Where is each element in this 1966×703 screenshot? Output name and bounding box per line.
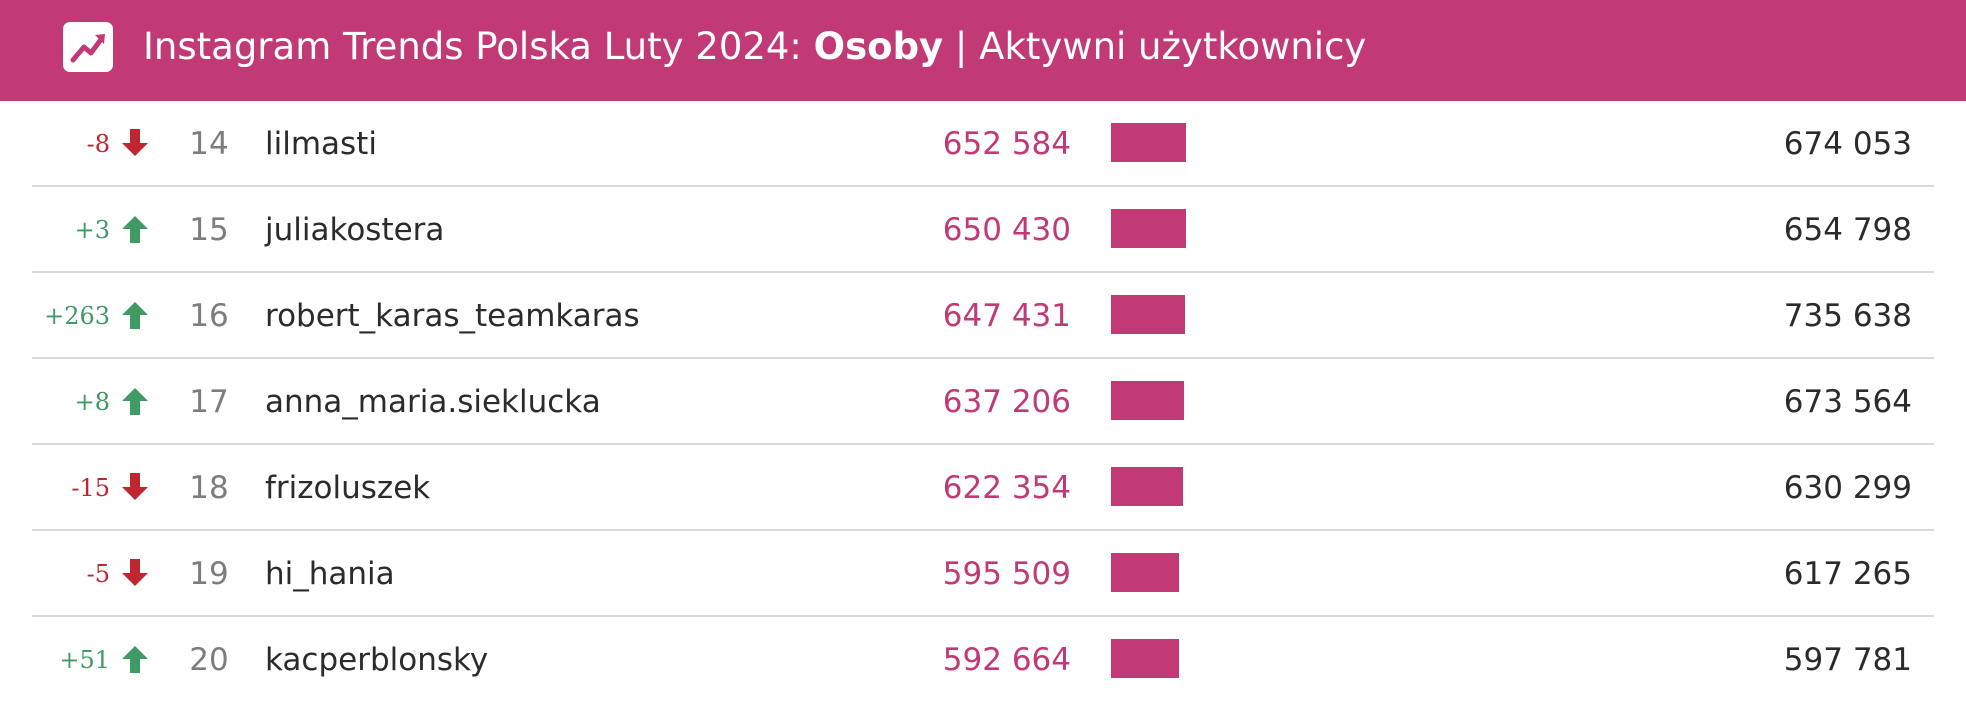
total-followers-value: 674 053 <box>1783 126 1912 162</box>
table-row[interactable]: -8 14 lilmasti 652 584 674 053 <box>0 101 1966 187</box>
rank-change: -5 <box>86 560 110 588</box>
active-users-bar <box>1111 467 1183 506</box>
row-divider <box>32 271 1934 273</box>
account-name[interactable]: juliakostera <box>265 212 445 248</box>
active-users-value: 622 354 <box>942 470 1071 506</box>
arrow-up-icon <box>120 214 150 244</box>
active-users-bar <box>1111 553 1179 592</box>
active-users-bar <box>1111 295 1185 334</box>
arrow-down-icon <box>120 128 150 158</box>
account-name[interactable]: robert_karas_teamkaras <box>265 298 640 334</box>
total-followers-value: 735 638 <box>1783 298 1912 334</box>
rank-number: 18 <box>189 470 229 506</box>
table-row[interactable]: -15 18 frizoluszek 622 354 630 299 <box>0 445 1966 531</box>
trending-up-icon <box>63 22 113 72</box>
rank-change: +263 <box>44 302 110 330</box>
active-users-value: 592 664 <box>942 642 1071 678</box>
active-users-value: 650 430 <box>942 212 1071 248</box>
rank-number: 20 <box>189 642 229 678</box>
table-row[interactable]: +8 17 anna_maria.sieklucka 637 206 673 564 <box>0 359 1966 445</box>
active-users-value: 637 206 <box>942 384 1071 420</box>
active-users-value: 595 509 <box>942 556 1071 592</box>
active-users-value: 652 584 <box>942 126 1071 162</box>
total-followers-value: 630 299 <box>1783 470 1912 506</box>
row-divider <box>32 357 1934 359</box>
active-users-bar <box>1111 123 1186 162</box>
total-followers-value: 654 798 <box>1783 212 1912 248</box>
rank-number: 16 <box>189 298 229 334</box>
active-users-bar <box>1111 639 1179 678</box>
rank-number: 19 <box>189 556 229 592</box>
account-name[interactable]: hi_hania <box>265 556 395 592</box>
rank-change: +3 <box>74 216 110 244</box>
account-name[interactable]: frizoluszek <box>265 470 431 506</box>
active-users-value: 647 431 <box>942 298 1071 334</box>
table-row[interactable]: +3 15 juliakostera 650 430 654 798 <box>0 187 1966 273</box>
active-users-bar <box>1111 381 1184 420</box>
rank-change: +51 <box>59 646 110 674</box>
rank-number: 17 <box>189 384 229 420</box>
arrow-down-icon <box>120 472 150 502</box>
active-users-bar <box>1111 209 1186 248</box>
row-divider <box>32 185 1934 187</box>
row-divider <box>32 529 1934 531</box>
total-followers-value: 597 781 <box>1783 642 1912 678</box>
total-followers-value: 673 564 <box>1783 384 1912 420</box>
account-name[interactable]: anna_maria.sieklucka <box>265 384 601 420</box>
title-prefix: Instagram Trends Polska Luty 2024: <box>143 25 814 68</box>
arrow-up-icon <box>120 300 150 330</box>
table-row[interactable]: +263 16 robert_karas_teamkaras 647 431 735 6… <box>0 273 1966 359</box>
rank-number: 14 <box>189 126 229 162</box>
row-divider <box>32 443 1934 445</box>
page-title: Instagram Trends Polska Luty 2024: Osoby… <box>143 22 1366 72</box>
account-name[interactable]: lilmasti <box>265 126 377 162</box>
arrow-up-icon <box>120 386 150 416</box>
rank-number: 15 <box>189 212 229 248</box>
header-bar: Instagram Trends Polska Luty 2024: Osoby… <box>0 0 1966 101</box>
title-category: Osoby <box>813 25 944 68</box>
arrow-down-icon <box>120 558 150 588</box>
account-name[interactable]: kacperblonsky <box>265 642 489 678</box>
rank-change: -15 <box>71 474 110 502</box>
row-divider <box>32 615 1934 617</box>
title-suffix: | Aktywni użytkownicy <box>943 25 1367 68</box>
rank-change: +8 <box>74 388 110 416</box>
table-row[interactable]: +51 20 kacperblonsky 592 664 597 781 <box>0 617 1966 703</box>
ranking-table: -8 14 lilmasti 652 584 674 053 +3 15 juliakoste… <box>0 101 1966 703</box>
table-row[interactable]: -5 19 hi_hania 595 509 617 265 <box>0 531 1966 617</box>
rank-change: -8 <box>86 130 110 158</box>
total-followers-value: 617 265 <box>1783 556 1912 592</box>
arrow-up-icon <box>120 644 150 674</box>
